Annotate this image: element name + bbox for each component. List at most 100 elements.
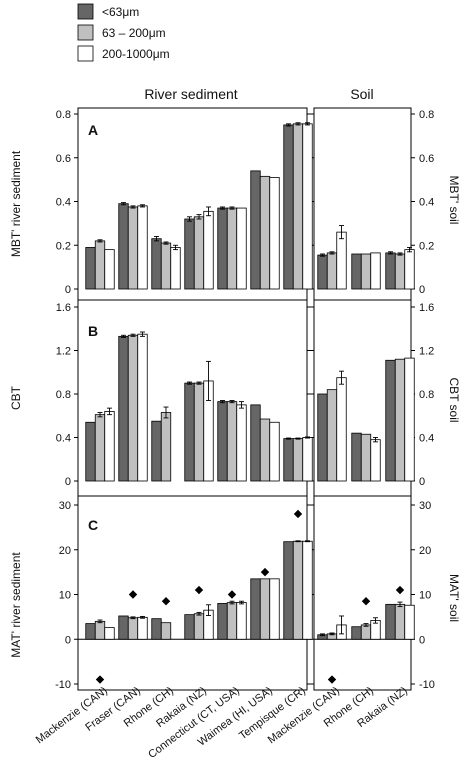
- bar-river-a-2-medium: [160, 242, 172, 290]
- bar-soil-a-0-fine: [317, 254, 328, 290]
- bar-river-b-3-fine: [184, 382, 195, 482]
- plot-layer: 0 0 0.2 0.2 0.4 0.4 0.6 0.6 0.8 0.8 0 0 0.4 0.4 0.8 0.8…: [34, 109, 435, 761]
- bar-river-a-0-medium: [94, 240, 106, 290]
- ytick-label-right-a-4: 0.8: [419, 109, 434, 121]
- ytick-label-left-c-3: 20: [59, 545, 71, 557]
- bar-river-a-0-coarse: [104, 249, 115, 290]
- bar-river-c-2-fine: [151, 618, 162, 640]
- bar-river-b-4-fine: [217, 401, 228, 482]
- ytick-label-left-c-1: 0: [65, 634, 71, 646]
- bar-river-a-3-fine: [184, 218, 195, 290]
- bar-river-b-6-coarse: [302, 437, 313, 482]
- bar-river-a-5-coarse: [269, 177, 280, 290]
- bar-river-b-1-fine: [118, 335, 129, 482]
- bar-river-a-2-coarse: [170, 247, 181, 290]
- bar-river-a-6-fine: [283, 124, 294, 290]
- bar-soil-a-1-medium: [360, 253, 372, 290]
- bar-river-b-3-medium: [193, 382, 205, 482]
- bar-river-a-4-fine: [217, 207, 228, 290]
- bar-river-b-6-medium: [292, 438, 304, 482]
- ytick-label-right-b-0: 0: [419, 476, 425, 488]
- legend: <63μm 63 – 200μm 200-1000μm: [77, 3, 170, 62]
- marker-river-c-2: [161, 597, 171, 606]
- ytick-label-right-c-0: -10: [419, 679, 435, 691]
- marker-soil-c-2: [395, 585, 405, 595]
- bar-river-a-5-medium: [259, 175, 271, 290]
- bar-river-c-3-medium: [193, 613, 205, 640]
- ytick-label-left-b-2: 0.8: [56, 389, 71, 401]
- bar-river-a-3-coarse: [203, 210, 214, 290]
- legend-label-coarse: 200-1000μm: [102, 47, 170, 61]
- bar-soil-b-1-coarse: [370, 439, 381, 482]
- bar-soil-b-0-coarse: [336, 377, 347, 482]
- bar-river-a-6-coarse: [302, 123, 313, 290]
- bar-soil-a-2-fine: [385, 252, 396, 290]
- bar-soil-b-2-fine: [385, 359, 396, 482]
- bar-river-c-1-fine: [118, 615, 129, 640]
- ylabel-right-a: MBT' soil: [447, 176, 459, 225]
- bar-river-b-0-coarse: [104, 410, 115, 482]
- bar-river-c-1-medium: [127, 617, 139, 640]
- bar-river-a-1-fine: [118, 203, 129, 290]
- ylabel-left-c: MAT' river sediment: [9, 552, 23, 658]
- bar-river-c-6-medium: [292, 540, 304, 640]
- ytick-label-right-c-2: 10: [419, 590, 431, 602]
- ytick-label-left-b-4: 1.6: [56, 302, 71, 314]
- marker-river-c-3: [194, 585, 204, 595]
- legend-label-fine: <63μm: [102, 5, 139, 19]
- ytick-label-right-c-1: 0: [419, 634, 425, 646]
- bar-soil-c-2-fine: [385, 603, 396, 640]
- bar-soil-b-2-coarse: [404, 357, 415, 482]
- ytick-label-right-b-4: 1.6: [419, 302, 434, 314]
- bar-river-a-1-medium: [127, 206, 139, 290]
- bar-soil-b-1-fine: [351, 432, 362, 482]
- bar-river-a-5-fine: [250, 170, 261, 290]
- bar-river-c-3-fine: [184, 614, 195, 640]
- ytick-label-right-a-1: 0.2: [419, 240, 434, 252]
- bar-soil-a-0-coarse: [336, 231, 347, 290]
- ytick-label-right-b-2: 0.8: [419, 389, 434, 401]
- ytick-label-left-a-3: 0.6: [56, 153, 71, 165]
- ytick-label-left-b-3: 1.2: [56, 346, 71, 358]
- bar-river-b-2-fine: [151, 420, 162, 482]
- ytick-label-right-b-1: 0.4: [419, 433, 434, 445]
- bar-river-c-5-coarse: [269, 578, 280, 640]
- bar-river-c-4-fine: [217, 603, 228, 640]
- legend-label-medium: 63 – 200μm: [102, 26, 166, 40]
- bar-river-b-4-medium: [226, 401, 238, 482]
- bar-river-c-0-coarse: [104, 627, 115, 640]
- ytick-label-right-a-2: 0.4: [419, 197, 434, 209]
- bar-river-a-0-fine: [85, 247, 96, 290]
- bar-soil-a-2-medium: [394, 253, 406, 290]
- bar-river-a-3-medium: [193, 216, 205, 290]
- bar-soil-c-2-coarse: [404, 604, 415, 640]
- bar-river-b-5-fine: [250, 404, 261, 482]
- ytick-label-left-b-1: 0.4: [56, 433, 71, 445]
- bar-soil-c-1-fine: [351, 626, 362, 640]
- bar-river-b-1-coarse: [137, 333, 148, 482]
- ylabel-right-b: CBT soil: [447, 377, 459, 422]
- bar-river-a-4-coarse: [236, 207, 247, 290]
- legend-swatch-coarse: [77, 45, 94, 62]
- bar-soil-a-0-medium: [326, 252, 338, 290]
- bar-river-b-4-coarse: [236, 404, 247, 482]
- ytick-label-left-c-4: 30: [59, 500, 71, 512]
- bar-river-b-0-medium: [94, 414, 106, 482]
- bar-river-b-0-fine: [85, 421, 96, 482]
- bar-river-c-6-coarse: [302, 540, 313, 640]
- ytick-label-left-c-0: -10: [55, 679, 71, 691]
- ytick-label-right-a-3: 0.6: [419, 153, 434, 165]
- panel-letter-a: A: [88, 122, 98, 138]
- bar-river-a-6-medium: [292, 123, 304, 290]
- bar-river-c-4-medium: [226, 602, 238, 640]
- panel-letter-b: B: [88, 323, 98, 339]
- marker-soil-c-0: [327, 675, 337, 684]
- bar-river-a-2-fine: [151, 238, 162, 290]
- bar-river-c-6-fine: [283, 541, 294, 640]
- ytick-label-left-a-2: 0.4: [56, 197, 71, 209]
- bar-soil-a-1-coarse: [370, 252, 381, 290]
- ytick-label-left-a-0: 0: [65, 284, 71, 296]
- bar-river-b-2-medium: [160, 412, 172, 482]
- bar-river-c-5-fine: [250, 578, 261, 640]
- bar-river-c-5-medium: [259, 578, 271, 640]
